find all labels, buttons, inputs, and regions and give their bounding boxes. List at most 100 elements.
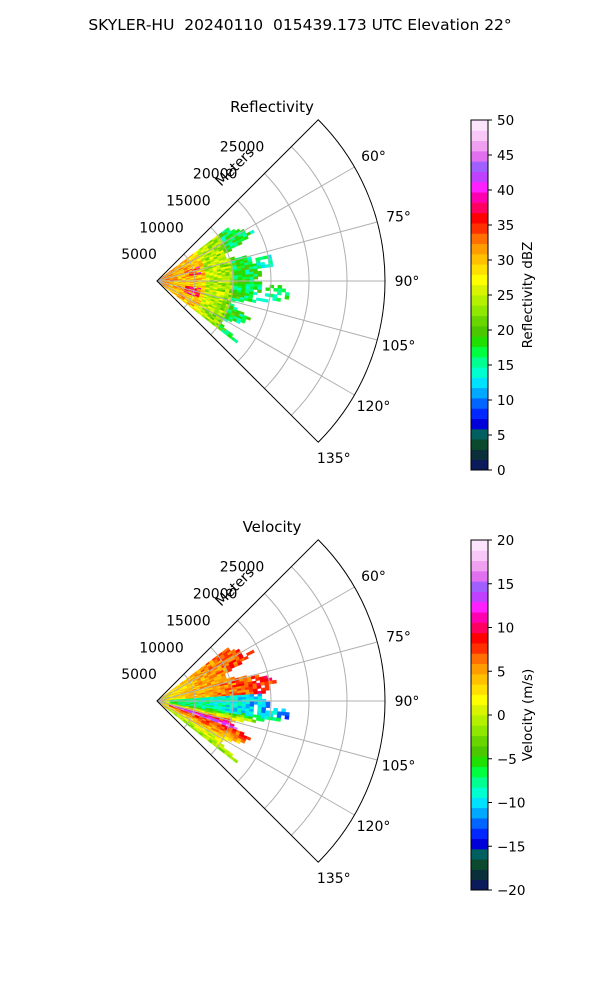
data-gate [249, 694, 255, 698]
data-gate [253, 284, 259, 288]
data-gate [256, 265, 262, 269]
colorbar-segment [471, 766, 488, 778]
data-gate [237, 277, 243, 280]
data-gate [272, 717, 278, 722]
azimuth-tick-label: 105° [382, 759, 416, 775]
data-gate [243, 655, 249, 661]
range-tick-label: 20000 [193, 587, 238, 603]
colorbar-segment [471, 222, 488, 234]
data-gate [255, 717, 261, 722]
data-gate [261, 701, 267, 706]
chart-title: Reflectivity [230, 98, 314, 116]
colorbar-segment [471, 295, 488, 306]
data-gate [243, 235, 249, 241]
data-gate [276, 297, 282, 302]
colorbar-segment [471, 397, 488, 409]
range-tick-label: 10000 [139, 220, 184, 236]
data-gate [249, 696, 255, 700]
data-gate [249, 649, 255, 655]
colorbar-segment [471, 325, 488, 337]
data-gate [249, 281, 255, 285]
colorbar-segment [471, 439, 488, 450]
data-gate [256, 685, 262, 689]
colorbar-segment [471, 140, 488, 152]
colorbar-segment [471, 233, 488, 245]
azimuth-spoke [156, 280, 355, 396]
data-gate [264, 687, 270, 691]
colorbar-segment [471, 612, 488, 623]
azimuth-spoke [156, 700, 378, 761]
colorbar-segment [471, 315, 488, 327]
data-field [157, 227, 290, 344]
data-gate [264, 715, 270, 720]
data-gate [241, 276, 247, 280]
azimuth-tick-label: 105° [382, 339, 416, 355]
colorbar-segment [471, 807, 488, 819]
data-gate [277, 285, 283, 289]
data-gate [245, 694, 251, 698]
data-gate [257, 704, 263, 708]
colorbar-segment [471, 284, 488, 296]
colorbar-segment [471, 745, 488, 757]
data-gate [233, 758, 239, 764]
data-gate [253, 701, 259, 705]
data-gate [221, 697, 227, 701]
colorbar-tick-label: 10 [497, 393, 514, 409]
data-gate [264, 264, 270, 268]
data-gate [281, 288, 286, 293]
colorbar-segment [471, 591, 488, 603]
colorbar-segment [471, 387, 488, 399]
colorbar-tick-label: 20 [497, 323, 514, 339]
data-gate [253, 276, 259, 280]
colorbar-segment [471, 673, 488, 685]
colorbar-segment [471, 408, 488, 420]
azimuth-tick-label: 120° [357, 399, 391, 415]
data-gate [239, 719, 245, 723]
data-gate [257, 701, 263, 705]
data-gate [253, 286, 259, 291]
data-gate [280, 711, 286, 716]
data-gate [263, 298, 269, 303]
azimuth-spoke [156, 586, 355, 702]
colorbar-segment [471, 130, 488, 142]
colorbar-segment [471, 581, 488, 592]
data-gate [240, 739, 246, 744]
colorbar-segment [471, 274, 488, 286]
colorbar-tick-label: −5 [497, 752, 517, 768]
data-gate [257, 696, 263, 700]
reflectivity-panel: Reflectivity 5000 10000 15000 20000 25000 60° 7… [121, 98, 536, 479]
colorbar-segment [471, 192, 488, 203]
colorbar-segment [471, 642, 488, 654]
data-gate [237, 661, 243, 666]
data-gate [259, 718, 265, 723]
data-gate [276, 717, 282, 722]
azimuth-tick-label: 60° [361, 569, 386, 585]
data-gate [246, 736, 252, 741]
data-gate [247, 298, 253, 303]
azimuth-tick-label: 90° [395, 274, 420, 290]
colorbar-segment [471, 336, 488, 347]
data-gate [255, 297, 261, 302]
colorbar-segment [471, 756, 488, 767]
data-gate [245, 696, 251, 700]
data-gate [257, 289, 262, 294]
data-gate [273, 707, 278, 712]
colorbar-tick-label: −20 [497, 883, 526, 899]
range-tick-label: 5000 [121, 247, 157, 263]
colorbar-tick-label: −10 [497, 796, 526, 812]
colorbar-segment [471, 150, 488, 162]
data-gate [227, 248, 233, 253]
data-gate [246, 316, 252, 321]
colorbar-segment [471, 264, 488, 275]
data-gate [237, 274, 243, 278]
azimuth-tick-label: 135° [317, 451, 351, 467]
data-gate [245, 281, 251, 285]
data-gate [247, 718, 253, 723]
colorbar-segment [471, 817, 488, 829]
figure-title: SKYLER-HU 20240110 015439.173 UTC Elevat… [88, 16, 512, 34]
data-gate [277, 291, 282, 296]
colorbar-segment [471, 601, 488, 613]
colorbar-segment [471, 171, 488, 183]
data-gate [271, 679, 277, 684]
